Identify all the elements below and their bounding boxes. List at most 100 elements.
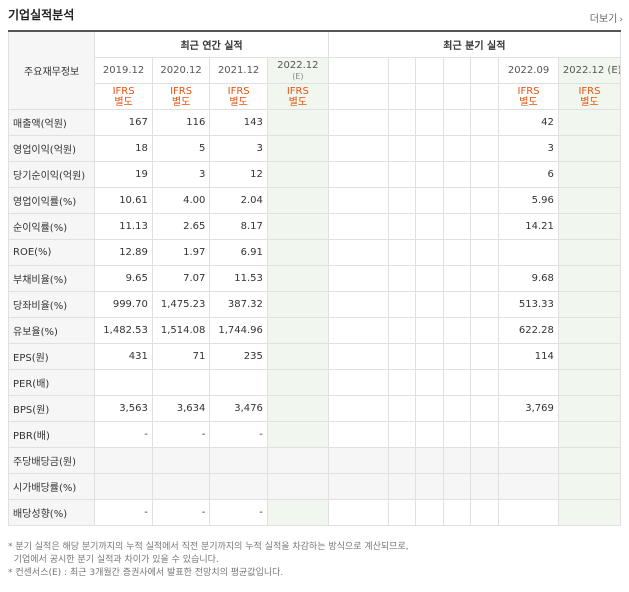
annual-value-cell: 2.04 [209, 187, 268, 214]
empty-cell [470, 317, 500, 344]
quarter-estimate-cell [557, 473, 622, 500]
empty-cell [415, 473, 444, 500]
table-row: EPS(원) 431 71 235 114 [7, 343, 622, 370]
annual-value-cell: 71 [151, 343, 211, 370]
annual-value-cell: 12 [209, 161, 268, 188]
quarter-estimate-cell [557, 109, 622, 136]
annual-value-cell: 10.61 [94, 187, 153, 214]
empty-cell [327, 213, 389, 240]
ifrs-label: IFRS 별도 [209, 83, 268, 110]
annual-value-cell: 235 [209, 343, 268, 370]
empty-cell [387, 473, 417, 500]
empty-cell [327, 265, 389, 292]
annual-value-cell: 167 [94, 109, 153, 136]
empty-cell [470, 343, 500, 370]
empty-cell [327, 291, 389, 318]
empty-cell [415, 161, 444, 188]
annual-value-cell: 1,514.08 [151, 317, 211, 344]
empty-header-cell [327, 83, 389, 110]
quarter-value-cell [498, 421, 559, 448]
empty-cell [327, 499, 389, 526]
empty-cell [387, 317, 417, 344]
empty-cell [470, 135, 500, 162]
empty-cell [327, 421, 389, 448]
annual-value-cell [151, 473, 211, 500]
empty-cell [442, 473, 472, 500]
annual-value-cell [266, 343, 329, 370]
annual-value-cell: - [209, 421, 268, 448]
quarter-value-cell: 6 [498, 161, 559, 188]
annual-value-cell: 11.53 [209, 265, 268, 292]
row-label: 부채비율(%) [7, 265, 96, 292]
empty-cell [327, 473, 389, 500]
annual-value-cell [266, 473, 329, 500]
empty-cell [415, 447, 444, 474]
annual-value-cell: 1,475.23 [151, 291, 211, 318]
annual-value-cell: 8.17 [209, 213, 268, 240]
annual-value-cell [94, 447, 153, 474]
empty-cell [442, 447, 472, 474]
empty-cell [442, 395, 472, 422]
empty-cell [387, 213, 417, 240]
annual-value-cell: 5 [151, 135, 211, 162]
empty-cell [415, 135, 444, 162]
empty-cell [415, 265, 444, 292]
empty-cell [470, 291, 500, 318]
table-row: PER(배) [7, 369, 622, 396]
empty-cell [470, 473, 500, 500]
empty-cell [327, 239, 389, 266]
empty-cell [327, 343, 389, 370]
ifrs-label: IFRS 별도 [557, 83, 622, 110]
annual-value-cell: 1,482.53 [94, 317, 153, 344]
row-label: 매출액(억원) [7, 109, 96, 136]
more-label: 더보기 [589, 14, 618, 25]
empty-cell [415, 317, 444, 344]
row-label: 영업이익(억원) [7, 135, 96, 162]
annual-value-cell: 7.07 [151, 265, 211, 292]
empty-cell [470, 369, 500, 396]
empty-cell [470, 447, 500, 474]
annual-value-cell: 6.91 [209, 239, 268, 266]
annual-value-cell: 3,634 [151, 395, 211, 422]
empty-cell [442, 265, 472, 292]
empty-cell [442, 135, 472, 162]
annual-value-cell: 11.13 [94, 213, 153, 240]
annual-value-cell: 1,744.96 [209, 317, 268, 344]
row-label: PBR(배) [7, 421, 96, 448]
annual-value-cell [209, 369, 268, 396]
quarter-value-cell: 42 [498, 109, 559, 136]
empty-cell [415, 239, 444, 266]
quarter-year-header [415, 57, 444, 84]
empty-cell [442, 317, 472, 344]
section-title: 기업실적분석 [8, 8, 75, 22]
row-label: 유보율(%) [7, 317, 96, 344]
empty-cell [327, 317, 389, 344]
empty-cell [470, 161, 500, 188]
table-row: BPS(원) 3,563 3,634 3,476 3,769 [7, 395, 622, 422]
empty-cell [387, 421, 417, 448]
annual-value-cell [94, 473, 153, 500]
quarter-estimate-cell [557, 161, 622, 188]
empty-cell [442, 369, 472, 396]
table-row: 영업이익률(%) 10.61 4.00 2.04 5.96 [7, 187, 622, 214]
row-label: 배당성향(%) [7, 499, 96, 526]
empty-cell [470, 499, 500, 526]
annual-group-header: 최근 연간 실적 [94, 30, 329, 58]
annual-value-cell [266, 187, 329, 214]
annual-year-header: 2019.12 [94, 57, 153, 84]
empty-cell [327, 369, 389, 396]
table-row: ROE(%) 12.89 1.97 6.91 [7, 239, 622, 266]
quarter-year-header [470, 57, 500, 84]
empty-cell [415, 421, 444, 448]
chevron-right-icon: › [619, 15, 623, 25]
annual-year-header: 2021.12 [209, 57, 268, 84]
table-row: 당좌비율(%) 999.70 1,475.23 387.32 513.33 [7, 291, 622, 318]
quarter-value-cell [498, 473, 559, 500]
empty-cell [415, 213, 444, 240]
annual-value-cell: 19 [94, 161, 153, 188]
more-link[interactable]: 더보기 › [590, 10, 623, 25]
empty-cell [415, 187, 444, 214]
annual-value-cell [266, 239, 329, 266]
annual-value-cell [266, 109, 329, 136]
quarter-estimate-cell [557, 213, 622, 240]
